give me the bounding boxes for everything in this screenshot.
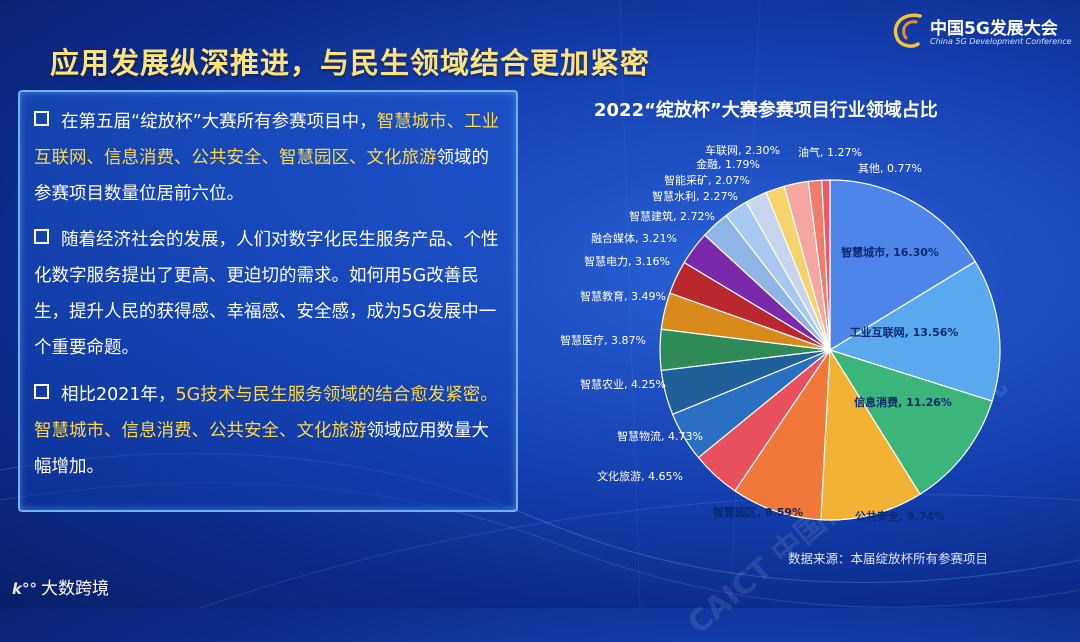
slice-data-label: 公共安全, 9.74% [855,509,945,523]
bullet-square-icon [34,229,49,244]
slice-data-label: 智慧城市, 16.30% [841,245,939,259]
data-source: 数据来源：本届绽放杯所有参赛项目 [788,551,989,566]
slice-data-label: 融合媒体, 3.21% [591,231,677,245]
bullet-square-icon [34,111,49,126]
logo-title: 中国5G发展大会 [930,19,1058,39]
chart-title: 2022“绽放杯”大赛参赛项目行业领域占比 [594,100,938,121]
slice-data-label: 智慧水利, 2.27% [652,189,738,203]
brand-name: 大数跨境 [40,579,109,599]
brand-footer: k°° 大数跨境 [12,574,109,599]
slice-data-label: 信息消费, 11.26% [854,395,952,409]
slice-data-label: 智慧园区, 8.59% [713,505,803,519]
pie-slice [828,260,1001,402]
pie-slice [820,348,921,521]
bullet-item: 相比2021年，5G技术与民生服务领域的结合愈发紧密。智慧城市、信息消费、公共安… [34,377,504,485]
slice-data-label: 金融, 1.79% [696,157,760,171]
pie-slice [828,348,993,496]
logo-subtitle: China 5G Development Conference [930,37,1072,46]
slice-data-label: 车联网, 2.30% [705,143,780,157]
highlighted-text: 5G技术与民生服务领域的结合愈发紧密。智慧城市、信息消费、公共安全、文化旅游 [34,385,498,441]
page-title: 应用发展纵深推进，与民生领域结合更加紧密 [50,46,651,80]
bullet-text: 领域的参赛项目数量位居前六位。 [34,148,489,204]
slice-data-label: 智慧医疗, 3.87% [560,333,646,347]
conference-logo: 中国5G发展大会 China 5G Development Conference [888,10,1072,50]
bullet-text: 领域应用数量大幅增加。 [34,421,489,477]
slice-data-label: 智慧电力, 3.16% [584,254,670,268]
slice-data-label: 油气, 1.27% [798,145,862,159]
pie-slice [821,179,831,351]
bullet-item: 随着经济社会的发展，人们对数字化民生服务产品、个性化数字服务提出了更高、更迫切的… [34,222,504,366]
bullet-item: 在第五届“绽放杯”大赛所有参赛项目中，智慧城市、工业互联网、信息消费、公共安全、… [34,104,504,212]
slice-data-label: 其他, 0.77% [858,162,922,175]
bullet-text: 相比2021年， [61,385,176,405]
slice-data-label: 工业互联网, 13.56% [850,325,959,339]
slice-data-label: 文化旅游, 4.65% [597,469,683,483]
swirl-logo-icon [893,13,922,48]
bullet-text: 随着经济社会的发展，人们对数字化民生服务产品、个性化数字服务提出了更高、更迫切的… [34,230,499,358]
slice-data-label: 智慧教育, 3.49% [580,289,666,303]
slice-data-label: 智慧农业, 4.25% [580,377,666,391]
slice-data-label: 智能采矿, 2.07% [664,173,750,187]
highlighted-text: 智慧城市、工业互联网、信息消费、公共安全、智慧园区、文化旅游 [34,112,500,168]
bullet-panel: 在第五届“绽放杯”大赛所有参赛项目中，智慧城市、工业互联网、信息消费、公共安全、… [18,90,518,512]
pie-chart: 智慧城市, 16.30% 工业互联网, 13.56% 信息消费, 11.26% 公共安… [560,143,1001,523]
bullet-square-icon [34,384,49,399]
slice-data-label: 智慧物流, 4.73% [617,429,703,443]
pie-slice [829,179,977,352]
bullet-text: 在第五届“绽放杯”大赛所有参赛项目中， [61,112,377,132]
slice-data-label: 智慧建筑, 2.72% [629,209,715,223]
pie-slice [734,347,831,521]
brand-logo-icon: k°° [12,580,37,598]
